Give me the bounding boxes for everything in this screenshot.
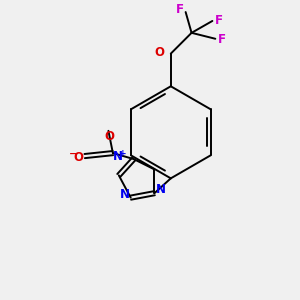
Text: +: +	[118, 149, 126, 158]
Text: O: O	[74, 151, 84, 164]
Text: −: −	[69, 149, 78, 159]
Text: F: F	[218, 33, 226, 46]
Text: N: N	[156, 183, 166, 196]
Text: O: O	[104, 130, 114, 143]
Text: O: O	[154, 46, 164, 59]
Text: F: F	[176, 3, 184, 16]
Text: F: F	[215, 14, 223, 27]
Text: N: N	[113, 150, 123, 163]
Text: N: N	[120, 188, 130, 201]
